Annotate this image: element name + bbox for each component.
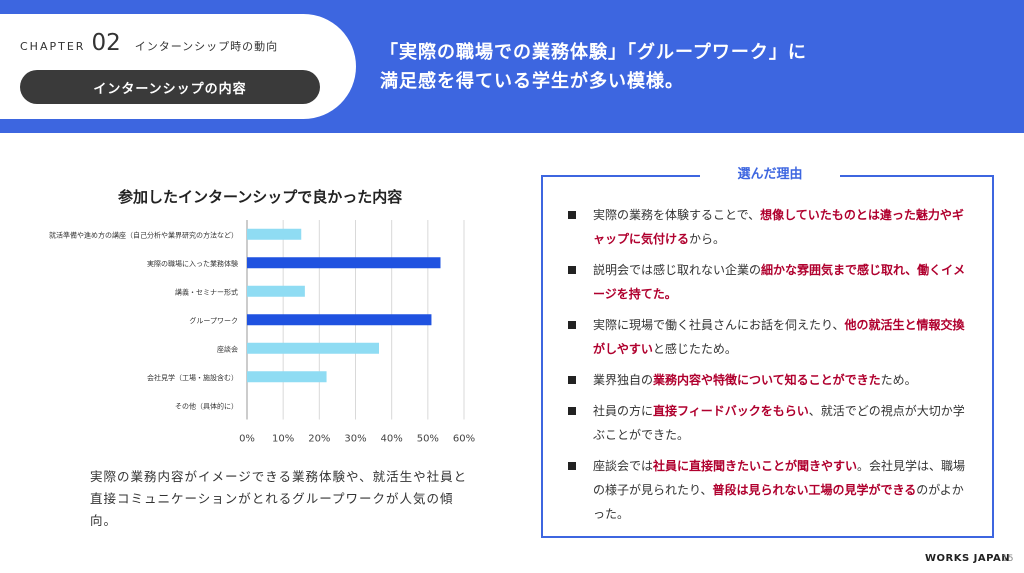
page-headline: 「実際の職場での業務体験」「グループワーク」に 満足感を得ている学生が多い模様。 [380,38,807,96]
x-tick-label: 0% [239,434,255,445]
square-bullet-icon [568,407,576,415]
reason-item: 実際の業務を体験することで、想像していたものとは違った魅力やギャップに気付けるか… [568,203,973,251]
reason-text: ため。 [880,373,917,387]
reason-highlight: 細かな雰囲気まで感じ取れ、働くイメージを持てた。 [593,263,966,301]
reason-text: 実際に現場で働く社員さんにお話を伺えたり、 [593,318,845,332]
reasons-title: 選んだ理由 [700,163,840,187]
reason-item: 説明会では感じ取れない企業の細かな雰囲気まで感じ取れ、働くイメージを持てた。 [568,258,973,306]
category-label: 座談会 [217,344,238,353]
reason-highlight: 他の就活生と情報交換がしやすい [593,318,965,356]
reasons-list: 実際の業務を体験することで、想像していたものとは違った魅力やギャップに気付けるか… [568,203,973,533]
category-label: 講義・セミナー形式 [175,287,238,296]
reason-text: 、就活でどの視点が大切か学ぶことができた。 [593,404,965,442]
reason-text: 座談会では [593,459,654,473]
category-label: 就活準備や進め方の講座（自己分析や業界研究の方法など） [49,230,238,239]
chart-title: 参加したインターンシップで良かった内容 [118,188,403,206]
chapter-heading: CHAPTER 02 インターンシップ時の動向 [20,30,278,56]
bar [247,314,432,326]
section-title: インターンシップの内容 [20,70,320,104]
reason-text: 業界独自の [593,373,654,387]
bar-chart: 0% 10% 20% 30% 40% 50% 60% 就活準備や進め方の講座（自己分析や業界研… [49,220,475,445]
category-label: 実際の職場に入った業務体験 [147,259,238,268]
square-bullet-icon [568,321,576,329]
header-banner [0,0,1024,133]
category-label: その他（具体的に） [175,401,238,410]
category-label: 会社見学（工場・施設含む） [147,373,238,382]
reason-item: 業界独自の業務内容や特徴について知ることができたため。 [568,368,973,392]
bar [247,228,302,240]
reason-text: 実際の業務を体験することで、 [593,208,761,222]
reason-text: 社員の方に [593,404,654,418]
x-tick-label: 10% [272,434,294,445]
x-tick-label: 20% [308,434,330,445]
x-tick-label: 30% [344,434,366,445]
reason-item: 座談会では社員に直接聞きたいことが聞きやすい。会社見学は、職場の様子が見られたり… [568,454,973,526]
reason-text: から。 [689,232,726,246]
chapter-number: 02 [91,30,121,56]
bar [247,342,380,354]
chapter-label: CHAPTER [20,40,86,53]
reason-text: 。会社見学は、職場の様子が見られたり、 [593,459,966,497]
reason-highlight: 普段は見られない工場の見学ができる [712,483,917,497]
square-bullet-icon [568,266,576,274]
x-tick-label: 60% [453,434,475,445]
x-tick-label: 50% [417,434,439,445]
headline-line-1: 「実際の職場での業務体験」「グループワーク」に [380,42,807,63]
reason-text: のがよかった。 [593,483,964,521]
company-logo: WORKS JAPAN [925,553,1011,564]
x-tick-label: 40% [381,434,403,445]
category-label: グループワーク [189,316,238,325]
bar [247,371,327,383]
bar [247,257,441,269]
reason-item: 社員の方に直接フィードバックをもらい、就活でどの視点が大切か学ぶことができた。 [568,399,973,447]
chart-description: 実際の業務内容がイメージできる業務体験や、就活生や社員と直接コミュニケーションが… [90,469,468,528]
bar [247,285,305,297]
reason-highlight: 業務内容や特徴について知ることができた [653,373,881,387]
reason-highlight: 社員に直接聞きたいことが聞きやすい [653,459,858,473]
square-bullet-icon [568,211,576,219]
reason-text: 説明会では感じ取れない企業の [593,263,762,277]
reason-highlight: 想像していたものとは違った魅力やギャップに気付ける [593,208,964,246]
chapter-title: インターンシップ時の動向 [134,40,279,53]
page-number: 15 [1002,554,1014,564]
headline-line-2: 満足感を得ている学生が多い模様。 [380,71,684,92]
reason-highlight: 直接フィードバックをもらい [653,404,809,418]
square-bullet-icon [568,462,576,470]
square-bullet-icon [568,376,576,384]
reason-text: と感じたため。 [652,342,737,356]
reason-item: 実際に現場で働く社員さんにお話を伺えたり、他の就活生と情報交換がしやすいと感じた… [568,313,973,361]
